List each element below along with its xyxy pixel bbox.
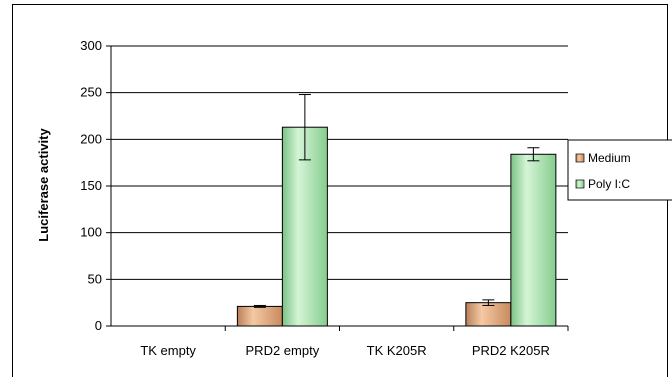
y-axis-title: Luciferase activity [36,128,51,242]
legend-label-medium: Medium [588,151,631,165]
y-tick-labels: 0 50 100 150 200 250 300 [80,38,111,333]
bar-medium-prd2-empty [236,305,283,327]
x-tick-label: TK K205R [367,343,427,358]
gridlines [111,45,568,280]
x-tick-labels: TK empty PRD2 empty TK K205R PRD2 K205R [140,326,569,358]
legend-label-polyic: Poly I:C [588,177,630,191]
legend-box [567,139,672,201]
bar-poly-i-c-prd2-k205r [510,153,557,327]
y-tick-label: 0 [95,318,102,333]
legend-swatch-polyic [575,179,585,189]
bars-group [236,126,557,327]
y-tick-label: 50 [88,271,102,286]
legend-swatch-medium [575,153,585,163]
y-tick-label: 250 [80,85,102,100]
error-bars-group [253,94,540,308]
y-tick-label: 100 [80,225,102,240]
y-tick-label: 200 [80,131,102,146]
x-tick-label: PRD2 K205R [472,343,550,358]
y-tick-label: 150 [80,178,102,193]
x-tick-label: TK empty [140,343,196,358]
y-tick-label: 300 [80,38,102,53]
x-tick-label: PRD2 empty [246,343,320,358]
chart-frame [12,4,668,377]
bar-medium-prd2-k205r [465,302,512,327]
legend: Medium Poly I:C [567,139,672,201]
